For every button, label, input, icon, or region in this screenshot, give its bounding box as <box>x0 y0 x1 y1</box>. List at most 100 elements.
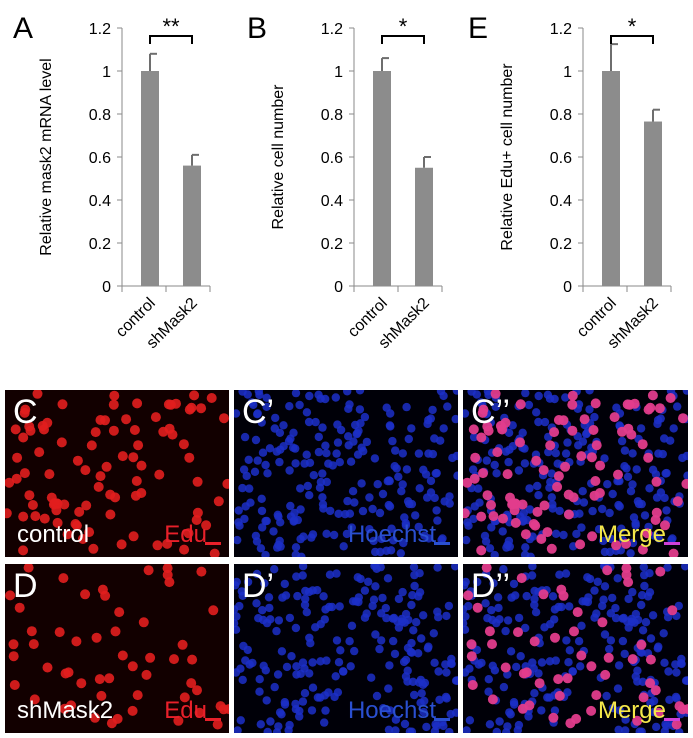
nucleus-hoechst <box>320 691 329 700</box>
nucleus-hoechst <box>340 510 350 519</box>
nucleus-hoechst <box>234 535 242 545</box>
nucleus-hoechst <box>301 594 310 604</box>
nucleus-hoechst <box>401 609 411 619</box>
nucleus-hoechst <box>605 547 615 557</box>
nucleus-hoechst <box>640 511 650 520</box>
nucleus-hoechst <box>348 487 358 496</box>
nucleus-hoechst <box>491 402 500 411</box>
nucleus-hoechst <box>533 481 542 491</box>
nucleus-merge <box>478 468 488 479</box>
nucleus-hoechst <box>347 621 357 630</box>
nucleus-merge <box>486 500 496 510</box>
nucleus-hoechst <box>415 484 424 493</box>
nucleus-hoechst <box>632 465 641 474</box>
nucleus-hoechst <box>506 647 516 656</box>
nucleus-hoechst <box>295 400 304 410</box>
nucleus-hoechst <box>621 715 630 724</box>
nucleus-hoechst <box>346 662 355 671</box>
nucleus-hoechst <box>403 666 412 675</box>
nucleus-hoechst <box>234 409 241 418</box>
nucleus-edu <box>169 654 179 665</box>
nucleus-edu <box>127 705 138 716</box>
panel-label: C <box>13 393 38 431</box>
nucleus-hoechst <box>291 390 301 398</box>
panel-label: D’’ <box>471 567 511 605</box>
bar-shmask2 <box>644 121 662 287</box>
nucleus-edu <box>101 461 112 472</box>
nucleus-hoechst <box>291 459 300 468</box>
nucleus-hoechst <box>335 458 344 467</box>
y-axis-title: Relative cell number <box>270 84 287 230</box>
nucleus-hoechst <box>291 543 301 552</box>
nucleus-hoechst <box>551 529 561 538</box>
y-tick-label: 0 <box>334 279 343 296</box>
nucleus-hoechst <box>516 652 525 661</box>
nucleus-hoechst <box>615 706 624 715</box>
nucleus-edu <box>51 505 62 516</box>
nucleus-hoechst <box>332 449 341 458</box>
nucleus-hoechst <box>483 390 493 396</box>
nucleus-hoechst <box>286 501 295 511</box>
nucleus-merge <box>579 414 590 425</box>
nucleus-edu <box>84 527 95 538</box>
nucleus-hoechst <box>277 710 286 719</box>
nucleus-edu <box>100 415 110 426</box>
nucleus-hoechst <box>452 390 458 395</box>
nucleus-hoechst <box>285 402 294 411</box>
nucleus-hoechst <box>506 710 515 719</box>
stain-label: Edu <box>164 521 207 548</box>
y-tick-label: 0.8 <box>550 107 572 124</box>
nucleus-hoechst <box>242 471 251 481</box>
nucleus-edu <box>80 465 91 476</box>
nucleus-hoechst <box>261 550 270 557</box>
nucleus-hoechst <box>365 525 374 534</box>
nucleus-merge <box>495 420 506 431</box>
nucleus-hoechst <box>563 688 572 697</box>
nucleus-hoechst <box>389 636 398 646</box>
nucleus-edu <box>18 545 29 556</box>
nucleus-hoechst <box>409 626 418 635</box>
nucleus-hoechst <box>649 696 659 706</box>
nucleus-edu <box>9 680 20 690</box>
nucleus-hoechst <box>673 402 682 411</box>
nucleus-edu <box>86 440 97 451</box>
nucleus-edu <box>132 398 143 409</box>
nucleus-hoechst <box>280 579 289 589</box>
nucleus-edu <box>5 477 15 488</box>
nucleus-hoechst <box>633 677 642 686</box>
nucleus-hoechst <box>234 518 243 527</box>
nucleus-hoechst <box>628 449 637 458</box>
nucleus-hoechst <box>621 726 630 733</box>
nucleus-edu <box>186 402 197 413</box>
nucleus-hoechst <box>550 605 560 614</box>
nucleus-hoechst <box>357 479 366 488</box>
nucleus-hoechst <box>301 586 310 596</box>
nucleus-hoechst <box>463 625 470 634</box>
nucleus-hoechst <box>487 523 496 532</box>
nucleus-merge <box>550 632 560 643</box>
nucleus-edu <box>150 412 161 423</box>
nucleus-hoechst <box>452 676 458 685</box>
nucleus-hoechst <box>585 390 594 395</box>
nucleus-merge <box>463 477 473 488</box>
nucleus-merge <box>642 528 653 539</box>
nucleus-hoechst <box>512 662 521 672</box>
nucleus-merge <box>530 520 541 531</box>
nucleus-hoechst <box>447 659 456 669</box>
nucleus-hoechst <box>493 593 503 602</box>
nucleus-hoechst <box>637 600 646 610</box>
nucleus-merge <box>623 423 634 434</box>
nucleus-hoechst <box>256 544 266 553</box>
nucleus-hoechst <box>590 586 599 595</box>
nucleus-merge <box>538 465 549 476</box>
chart-e: E 0 0.2 0.4 0.6 0.8 1 1.2 Relative Edu+ cell num… <box>468 12 672 352</box>
nucleus-edu <box>132 690 143 701</box>
nucleus-hoechst <box>417 634 426 643</box>
panel-label: E <box>468 12 488 45</box>
nucleus-hoechst <box>263 727 272 733</box>
nucleus-edu <box>184 452 195 463</box>
nucleus-hoechst <box>628 587 637 597</box>
nucleus-hoechst <box>633 666 642 675</box>
nucleus-hoechst <box>239 641 248 651</box>
nucleus-merge <box>529 636 540 647</box>
